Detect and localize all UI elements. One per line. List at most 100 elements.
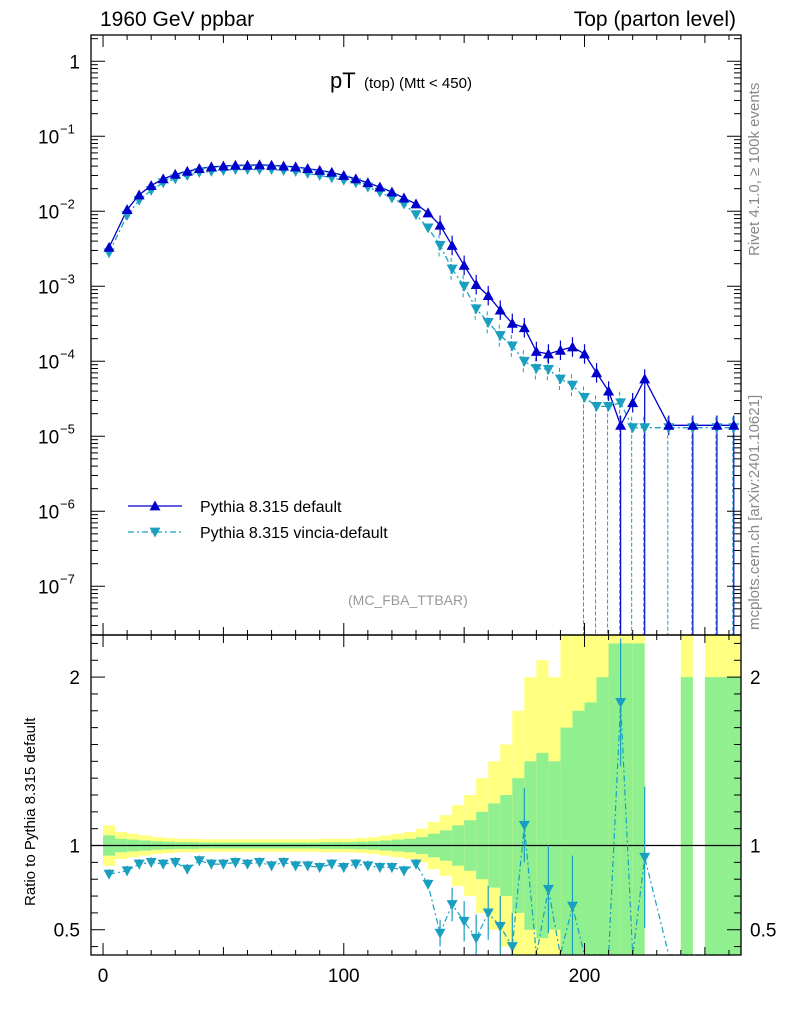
marker-vincia: [470, 304, 482, 315]
marker-default: [470, 279, 482, 290]
y-tick-exponent: −2: [60, 196, 75, 211]
marker-default: [133, 189, 145, 200]
band-green: [680, 677, 693, 955]
y-tick-exponent: −6: [60, 496, 75, 511]
analysis-watermark: (MC_FBA_TTBAR): [348, 592, 468, 608]
marker-default: [278, 160, 290, 171]
legend-label-default: Pythia 8.315 default: [200, 499, 342, 516]
ratio-marker: [157, 859, 169, 870]
marker-vincia: [566, 380, 578, 391]
ratio-marker: [494, 921, 506, 932]
ratio-marker: [446, 900, 458, 910]
ratio-series-layer: [103, 638, 734, 956]
band-green: [728, 677, 741, 955]
legend: Pythia 8.315 default Pythia 8.315 vincia-…: [128, 499, 388, 542]
ratio-marker: [326, 859, 338, 870]
marker-default: [145, 180, 157, 190]
marker-default: [603, 385, 615, 396]
marker-default: [518, 322, 530, 333]
marker-default: [398, 192, 410, 203]
marker-default: [362, 177, 374, 188]
marker-default: [566, 341, 578, 352]
y-tick-exponent: −5: [60, 421, 75, 436]
marker-default: [193, 163, 205, 174]
marker-default: [639, 373, 651, 384]
marker-default: [422, 207, 434, 218]
header-left: 1960 GeV ppbar: [100, 8, 255, 31]
marker-default: [350, 173, 362, 184]
marker-default: [169, 168, 181, 179]
ratio-marker: [518, 820, 530, 831]
marker-default: [482, 290, 494, 301]
ratio-marker: [398, 866, 410, 877]
y-tick-label: 10: [38, 127, 59, 148]
y-tick-label: 10: [38, 502, 59, 523]
ratio-marker: [410, 859, 422, 870]
marker-vincia: [591, 402, 603, 412]
band-green: [632, 643, 645, 955]
marker-default: [591, 367, 603, 378]
marker-default: [615, 419, 627, 430]
marker-default: [542, 348, 554, 359]
marker-default: [494, 304, 506, 315]
marker-vincia: [579, 392, 591, 403]
marker-vincia: [530, 364, 542, 375]
marker-default: [663, 419, 675, 430]
marker-default: [103, 241, 115, 252]
y-tick-label: 10: [38, 277, 59, 298]
ratio-marker: [254, 857, 266, 868]
marker-vincia: [603, 402, 615, 412]
x-tick-label: 0: [98, 966, 109, 987]
marker-default: [446, 239, 458, 250]
mcplots-label: mcplots.cern.ch [arXiv:2401.10621]: [746, 394, 763, 630]
y-tick-label: 10: [38, 352, 59, 373]
marker-default: [579, 348, 591, 359]
marker-vincia: [446, 264, 458, 275]
marker-default: [410, 198, 422, 209]
marker-default: [386, 186, 398, 197]
ratio-marker: [302, 861, 314, 872]
marker-default: [458, 259, 470, 270]
ratio-marker: [266, 861, 278, 872]
ratio-marker: [506, 942, 518, 953]
band-green: [704, 677, 729, 955]
marker-vincia: [422, 223, 434, 234]
marker-default: [711, 419, 723, 430]
ratio-marker: [205, 859, 217, 870]
axes: [90, 34, 742, 956]
ratio-marker: [290, 861, 302, 872]
marker-default: [157, 173, 169, 184]
legend-marker-vincia: [149, 527, 161, 538]
y-tick-label: 10: [38, 202, 59, 223]
marker-vincia: [410, 210, 422, 221]
ratio-marker: [470, 933, 482, 944]
ratio-tick-label-left: 1: [69, 837, 80, 858]
ratio-marker: [133, 859, 145, 870]
marker-vincia: [458, 281, 470, 292]
ratio-uncertainty-bands: [103, 635, 741, 955]
legend-label-vincia: Pythia 8.315 vincia-default: [200, 525, 388, 542]
marker-default: [217, 160, 229, 171]
marker-default: [687, 419, 699, 430]
ratio-y-axis-label: Ratio to Pythia 8.315 default: [22, 717, 39, 906]
band-green: [608, 643, 621, 955]
ratio-marker: [314, 863, 326, 873]
ratio-marker: [278, 857, 290, 868]
marker-default: [254, 159, 266, 170]
y-tick-exponent: −3: [60, 271, 75, 286]
marker-default: [554, 344, 566, 355]
ratio-marker: [169, 857, 181, 868]
y-tick-exponent: −1: [60, 121, 75, 136]
ratio-marker: [542, 884, 554, 895]
ratio-marker: [103, 869, 115, 880]
marker-default: [205, 161, 217, 172]
ratio-marker: [145, 857, 157, 868]
marker-default: [314, 164, 326, 175]
ratio-tick-label-right: 2: [750, 668, 761, 689]
y-tick-label: 10: [38, 427, 59, 448]
header-right: Top (parton level): [573, 8, 736, 31]
ratio-marker: [121, 866, 133, 877]
plot-title-sub: (top) (Mtt < 450): [364, 75, 472, 92]
y-tick-exponent: −7: [60, 571, 75, 586]
